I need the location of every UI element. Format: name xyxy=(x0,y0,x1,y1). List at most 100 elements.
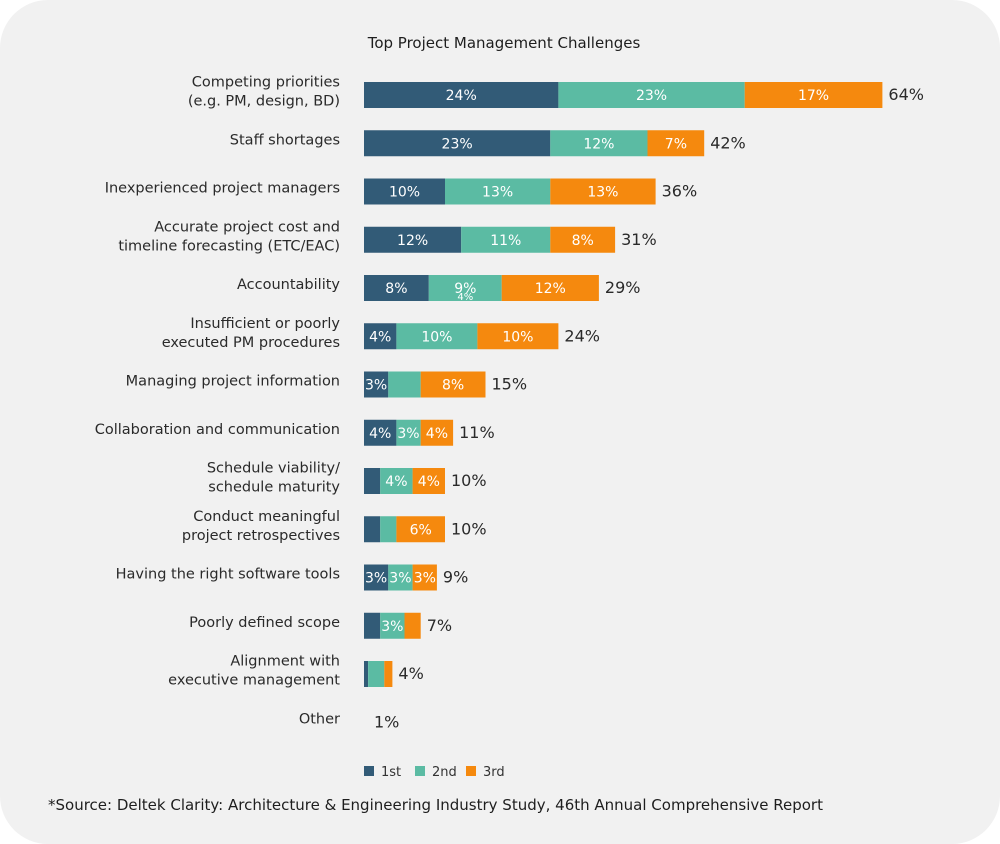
category-label-line: Accountability xyxy=(237,277,340,293)
category-label-line: Other xyxy=(299,711,340,727)
segment-value-label: 3% xyxy=(397,426,419,442)
total-value-label: 64% xyxy=(888,85,924,104)
bar-row: Alignment with executive management 4% xyxy=(168,654,424,689)
bar-row: Managing project information 3% 8% 15% xyxy=(126,371,528,398)
segment-value-label: 3% xyxy=(381,619,403,635)
segment-value-label: 3% xyxy=(365,571,387,587)
bar-segment-3rd xyxy=(404,612,421,639)
segment-value-label: 7% xyxy=(665,136,687,152)
bar-segment-2nd xyxy=(558,82,745,108)
category-label-line: Alignment with xyxy=(230,654,340,670)
total-value-label: 10% xyxy=(451,519,487,538)
bar-segment-3rd xyxy=(477,323,559,350)
category-label: Poorly defined scope xyxy=(189,615,340,631)
category-label-line: Having the right software tools xyxy=(116,567,340,583)
bar-segment-2nd xyxy=(461,226,551,253)
segment-value-label: 8% xyxy=(385,281,407,297)
segment-value-label: 12% xyxy=(583,136,614,152)
segment-value-label: 8% xyxy=(572,233,594,249)
bar-segment-1st xyxy=(364,275,429,301)
segment-value-label: 24% xyxy=(446,88,477,104)
category-label: Staff shortages xyxy=(230,132,340,148)
bar-row: Schedule viability/schedule maturity 4% 4%… xyxy=(207,461,487,496)
bar-segment-1st xyxy=(364,661,368,687)
bar-segment-3rd xyxy=(420,371,486,398)
segment-value-label: 23% xyxy=(442,136,473,152)
bar-segment-1st xyxy=(364,419,397,446)
legend-swatch xyxy=(415,766,425,776)
legend-label: 2nd xyxy=(432,765,457,780)
bar-segment-3rd xyxy=(647,130,705,157)
segment-value-label: 4% xyxy=(369,329,391,345)
total-value-label: 9% xyxy=(443,568,468,587)
total-value-label: 29% xyxy=(605,278,641,297)
bar-segment-2nd xyxy=(396,419,421,446)
category-label: Accurate project cost and timeline foreca… xyxy=(118,219,340,254)
segment-value-label: 13% xyxy=(482,185,513,201)
bar-row: Collaboration and communication 4% 3% 4% 11% xyxy=(95,419,495,446)
category-label-line: timeline forecasting (ETC/EAC) xyxy=(118,238,340,254)
source-note: *Source: Deltek Clarity: Architecture & … xyxy=(48,796,823,814)
bar-segment-3rd xyxy=(412,468,445,494)
bar-segment-2nd xyxy=(380,516,397,543)
bar-segment-1st xyxy=(364,516,381,543)
bar-segment-3rd xyxy=(420,419,454,446)
bar-segment-3rd xyxy=(550,178,656,205)
bar-segment-3rd xyxy=(396,516,445,543)
chart-title: Top Project Management Challenges xyxy=(367,34,641,52)
segment-value-label: 4% xyxy=(418,474,440,490)
bar-segment-2nd xyxy=(388,371,421,398)
category-label: Schedule viability/schedule maturity xyxy=(207,461,341,496)
category-label-line: executed PM procedures xyxy=(162,335,340,351)
overlap-annotation: 4% xyxy=(457,292,473,303)
segment-value-label: 4% xyxy=(426,426,448,442)
bar-segment-2nd xyxy=(550,130,648,157)
total-value-label: 1% xyxy=(374,712,399,731)
chart-legend: 1st 2nd 3rd xyxy=(364,765,505,780)
bar-segment-1st xyxy=(364,323,397,350)
category-label-line: Inexperienced project managers xyxy=(105,181,340,197)
total-value-label: 31% xyxy=(621,230,657,249)
bar-row: Accountability 8% 9% 12% 29% 4% xyxy=(237,275,640,303)
category-label: Accountability xyxy=(237,277,340,293)
category-label: Collaboration and communication xyxy=(95,422,340,438)
category-label: Inexperienced project managers xyxy=(105,181,340,197)
bar-row: Staff shortages 23% 12% 7% 42% xyxy=(230,130,746,157)
category-label-line: Schedule viability/ xyxy=(207,461,340,477)
legend-item-1st: 1st xyxy=(364,765,401,780)
bar-segment-2nd xyxy=(368,661,385,687)
segment-value-label: 17% xyxy=(798,88,829,104)
category-label-line: Staff shortages xyxy=(230,132,340,148)
total-value-label: 4% xyxy=(398,664,423,683)
category-label: Other xyxy=(299,711,340,727)
bar-segment-1st xyxy=(364,226,462,253)
segment-value-label: 10% xyxy=(421,329,452,345)
total-value-label: 7% xyxy=(427,616,452,635)
segment-value-label: 8% xyxy=(442,378,464,394)
bar-segment-1st xyxy=(364,564,389,591)
category-label: Alignment with executive management xyxy=(168,654,340,689)
bar-row: Competing priorities (e.g. PM, design, BD… xyxy=(188,75,924,110)
segment-value-label: 3% xyxy=(365,378,387,394)
segment-value-label: 13% xyxy=(587,185,618,201)
legend-item-2nd: 2nd xyxy=(415,765,457,780)
segment-value-label: 23% xyxy=(636,88,667,104)
category-label: Having the right software tools xyxy=(116,567,340,583)
category-label-line: Poorly defined scope xyxy=(189,615,340,631)
segment-value-label: 6% xyxy=(410,522,432,538)
total-value-label: 11% xyxy=(459,423,495,442)
category-label: Competing priorities (e.g. PM, design, BD… xyxy=(188,75,340,110)
total-value-label: 15% xyxy=(492,375,528,394)
category-label-line: Accurate project cost and xyxy=(154,219,340,235)
total-value-label: 10% xyxy=(451,471,487,490)
category-label-line: Conduct meaningful xyxy=(193,509,340,525)
bar-row: Inexperienced project managers 10% 13% 13% 3… xyxy=(105,178,697,205)
bar-segment-1st xyxy=(364,130,551,157)
bar-segment-3rd xyxy=(550,226,616,253)
bar-segment-1st xyxy=(364,612,381,639)
bar-segment-2nd xyxy=(396,323,478,350)
bar-segment-3rd xyxy=(384,661,393,687)
legend-swatch xyxy=(466,766,476,776)
